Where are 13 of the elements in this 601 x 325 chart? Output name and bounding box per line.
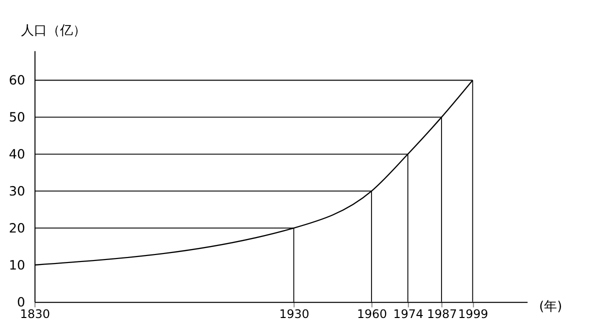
x-tick-label: 1999 bbox=[458, 307, 488, 322]
y-axis-title: 人口（亿） bbox=[21, 23, 86, 38]
y-tick-label: 10 bbox=[8, 258, 26, 274]
x-tick-label: 1974 bbox=[393, 307, 424, 322]
x-tick-label: 1960 bbox=[357, 307, 388, 322]
y-tick-label: 60 bbox=[8, 74, 26, 89]
y-tick-label: 30 bbox=[8, 184, 26, 200]
y-tick-label: 20 bbox=[8, 221, 26, 236]
x-tick-label: 1930 bbox=[279, 307, 310, 322]
y-tick-label: 40 bbox=[8, 148, 26, 163]
y-tick-label: 50 bbox=[8, 110, 26, 126]
x-axis-title: (年) bbox=[539, 299, 562, 314]
x-tick-label: 1987 bbox=[427, 307, 458, 322]
